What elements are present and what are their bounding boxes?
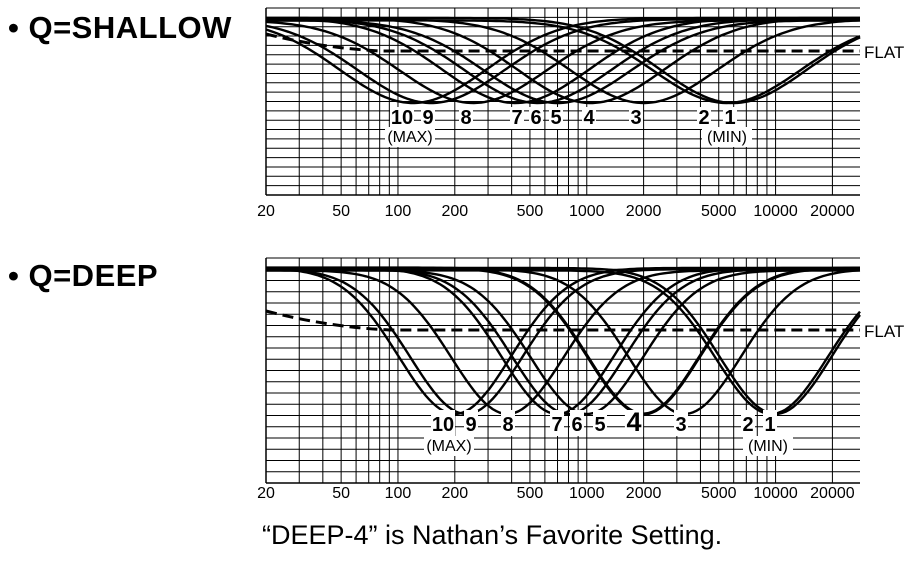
x-tick-labels: 20 50 100 200 500 1000 2000 5000 10000 20000 [257,485,855,502]
setting-label-bg [464,410,478,436]
setting-label-bg [431,410,455,436]
setting-label-bg [421,107,435,129]
setting-label-bg [501,410,515,436]
x-tick-label: 100 [385,485,412,502]
bracket-labels: (MAX) (MIN) [385,127,752,147]
setting-label-4: 4 [626,407,641,437]
curve-setting-1 [266,266,861,416]
setting-label-3: 3 [675,414,686,436]
x-tick-label: 500 [517,485,544,502]
x-tick-label: 50 [332,485,350,502]
x-tick-label: 10000 [753,485,798,502]
curve-setting-5 [266,19,860,105]
setting-label-8: 8 [460,107,471,129]
x-tick-label: 50 [332,203,350,220]
curve-setting-2 [266,269,861,416]
x-tick-label: 20 [257,485,275,502]
setting-label-9: 9 [465,414,476,436]
setting-label-bg [550,410,564,436]
setting-label-7: 7 [551,414,562,436]
setting-label-8: 8 [502,414,513,436]
setting-label-7: 7 [511,107,522,129]
setting-label-bg [593,410,607,436]
setting-label-bg [459,107,473,129]
x-tick-label: 20 [257,203,275,220]
setting-label-2: 2 [698,107,709,129]
bracket-label-bg [385,127,435,147]
curve-setting-2 [266,19,861,105]
setting-label-1: 1 [724,107,735,129]
x-tick-label: 100 [385,203,412,220]
setting-label-5: 5 [550,107,561,129]
x-tick-label: 5000 [701,485,737,502]
setting-label-1: 1 [764,414,775,436]
setting-label-10: 10 [391,107,413,129]
setting-label-bg [510,107,524,129]
bracket-label-bg [743,436,793,456]
bracket-label-bg [424,436,474,456]
setting-label-bg [741,410,755,436]
plot-area [265,7,861,196]
min-label: (MIN) [707,129,747,146]
setting-labels: 10 9 8 7 6 5 4 3 2 1 [390,107,737,129]
x-tick-label: 20000 [810,203,855,220]
x-tick-label: 2000 [626,203,662,220]
setting-label-bg [723,107,737,129]
setting-label-bg [629,107,643,129]
setting-label-10: 10 [432,414,454,436]
setting-label-bg [570,410,584,436]
setting-label-6: 6 [530,107,541,129]
x-tick-label: 1000 [569,203,605,220]
flat-label: FLAT [864,322,904,341]
setting-label-bg [529,107,543,129]
chart-deep: FLAT 10 9 8 7 6 5 4 3 2 1 (MAX) (MIN) 20 50 100 200 500 10… [257,257,904,502]
setting-label-bg [624,410,644,436]
setting-label-4: 4 [583,107,595,129]
setting-labels: 10 9 8 7 6 5 4 3 2 1 [431,407,777,437]
setting-label-bg [582,107,596,129]
x-tick-label: 10000 [753,203,798,220]
chart-shallow: FLAT 10 9 8 7 6 5 4 3 2 1 (MAX) (MIN) 20 50 100 200 500 10… [257,7,904,220]
panel-title-shallow: • Q=SHALLOW [8,10,232,45]
x-tick-label: 20000 [810,485,855,502]
setting-label-bg [549,107,563,129]
panel-title-deep: • Q=DEEP [8,258,159,293]
caption: “DEEP-4” is Nathan’s Favorite Setting. [262,520,723,550]
min-label: (MIN) [748,438,788,455]
setting-label-bg [390,107,414,129]
x-tick-label: 500 [517,203,544,220]
x-tick-label: 5000 [701,203,737,220]
x-tick-label: 2000 [626,485,662,502]
setting-label-3: 3 [630,107,641,129]
setting-label-9: 9 [422,107,433,129]
setting-label-bg [674,410,688,436]
bracket-label-bg [702,127,752,147]
setting-label-bg [763,410,777,436]
x-tick-label: 1000 [569,485,605,502]
x-tick-labels: 20 50 100 200 500 1000 2000 5000 10000 20000 [257,203,855,220]
x-tick-label: 200 [441,203,468,220]
bracket-labels: (MAX) (MIN) [424,436,793,456]
curve-setting-1 [266,16,861,105]
x-tick-label: 200 [441,485,468,502]
setting-label-bg [697,107,711,129]
setting-label-2: 2 [742,414,753,436]
max-label: (MAX) [387,129,432,146]
setting-label-6: 6 [571,414,582,436]
curve-setting-7 [266,16,860,105]
setting-label-5: 5 [594,414,605,436]
max-label: (MAX) [426,438,471,455]
flat-line [265,309,860,332]
curve-setting-8 [265,19,860,105]
flat-label: FLAT [864,43,904,62]
flat-line [265,32,860,53]
